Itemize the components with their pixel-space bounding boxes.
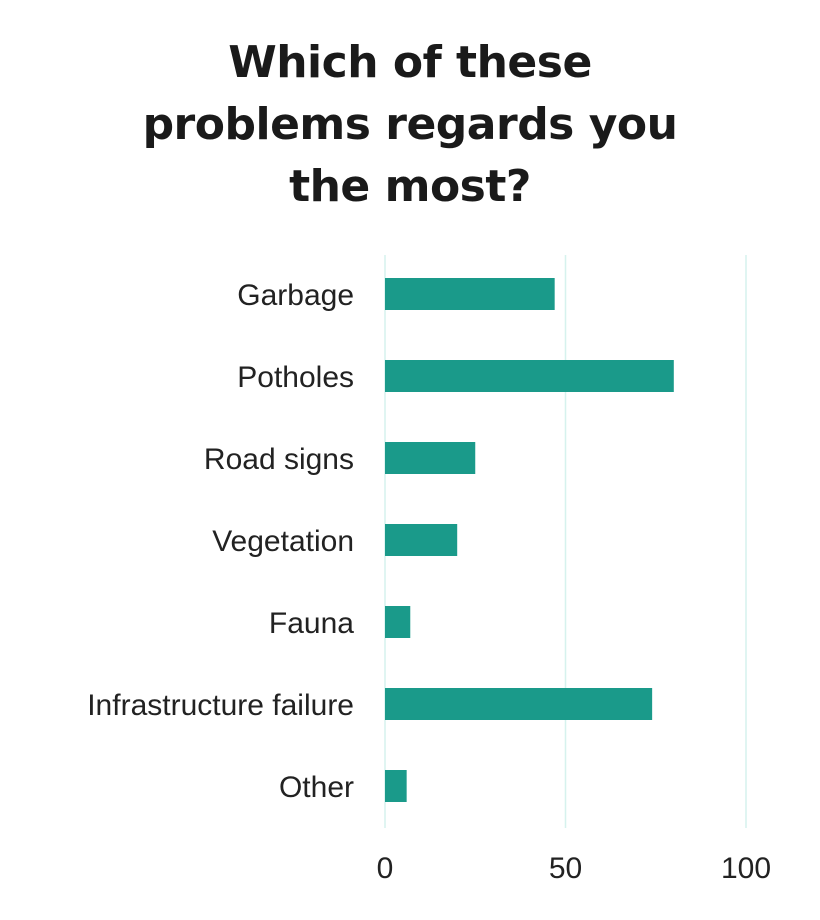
bar (385, 442, 476, 474)
x-tick-label: 0 (377, 852, 394, 885)
bar (385, 524, 458, 556)
bar (385, 606, 411, 638)
chart-title-line-3: the most? (289, 161, 531, 212)
x-tick-label: 50 (549, 852, 582, 885)
x-tick-label: 100 (721, 852, 771, 885)
category-labels: Garbage Potholes Road signs Vegetation Fauna… (87, 279, 354, 804)
chart-title-line-2: problems regards you (142, 99, 678, 150)
x-axis-ticks: 0 50 100 (377, 852, 771, 885)
bar (385, 360, 674, 392)
chart-title: Which of these problems regards you the … (0, 32, 820, 218)
chart-title-line-1: Which of these (228, 37, 592, 88)
category-label: Potholes (237, 361, 354, 394)
category-label: Infrastructure failure (87, 689, 354, 722)
bar (385, 688, 653, 720)
bar (385, 278, 555, 310)
bar (385, 770, 407, 802)
category-label: Other (279, 771, 354, 804)
category-label: Fauna (269, 607, 354, 640)
category-label: Road signs (204, 443, 354, 476)
category-label: Garbage (237, 279, 354, 312)
category-label: Vegetation (212, 525, 354, 558)
bars (385, 278, 674, 802)
